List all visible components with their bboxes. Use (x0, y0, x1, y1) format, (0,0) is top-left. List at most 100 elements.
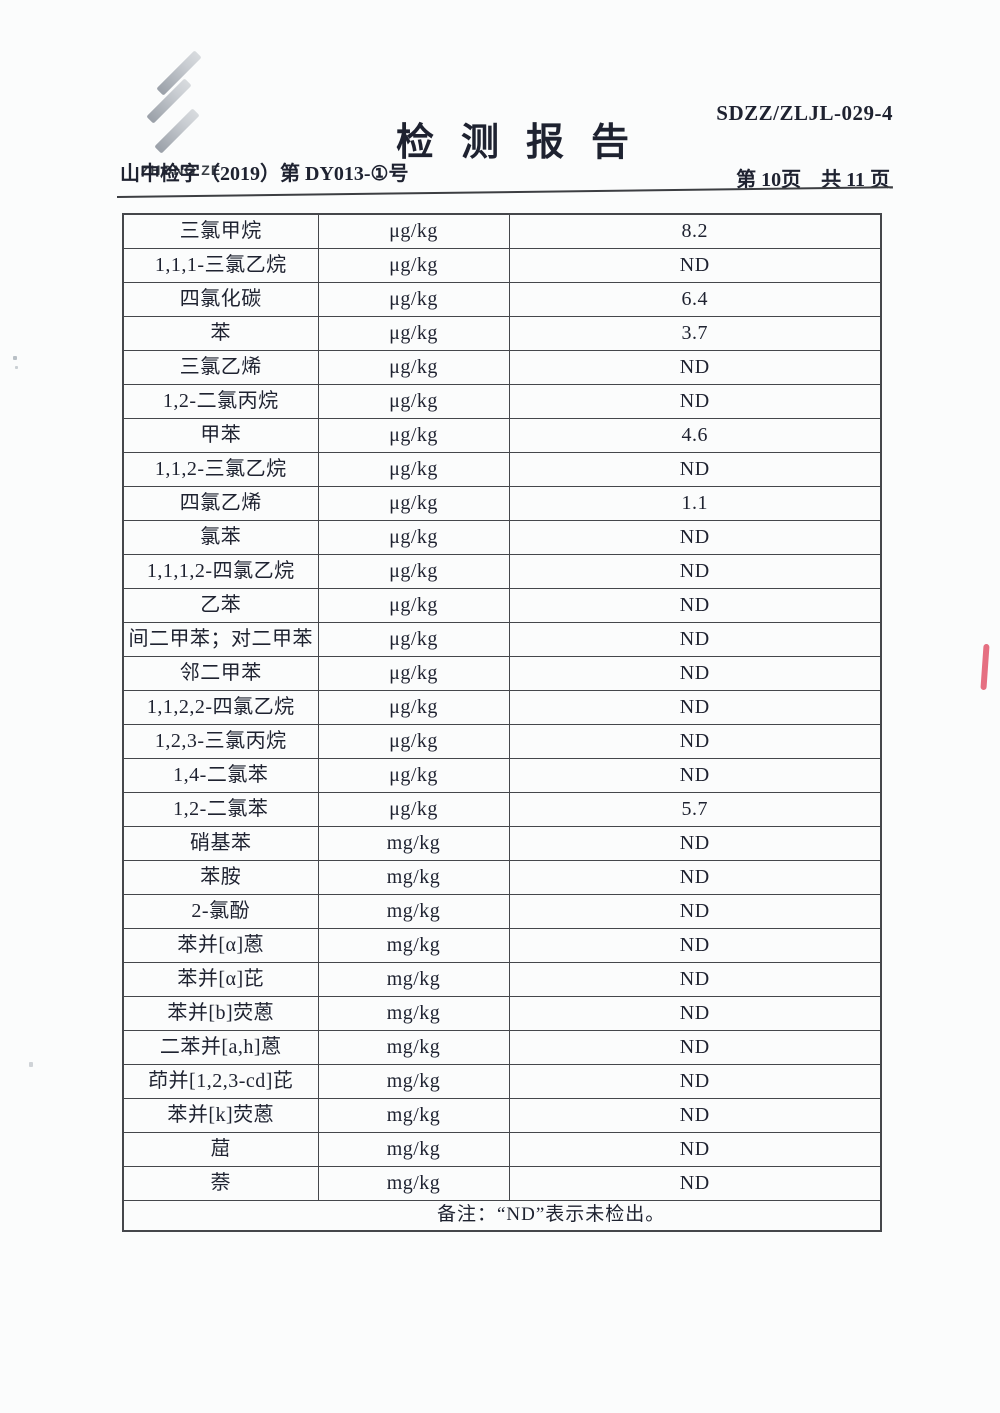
unit-cell: μg/kg (317, 621, 510, 657)
parameter-cell: 三氯乙烯 (122, 349, 319, 385)
unit-cell: mg/kg (317, 859, 510, 895)
results-table-footer: 备注：“ND”表示未检出。 (122, 1199, 882, 1232)
unit-cell: μg/kg (317, 451, 510, 487)
result-cell: ND (508, 723, 882, 759)
result-cell: ND (508, 1131, 882, 1167)
report-number: 山中检字（2019）第 DY013-①号 (120, 163, 409, 185)
parameter-cell: 1,2-二氯丙烷 (122, 383, 319, 419)
unit-cell: μg/kg (317, 417, 510, 453)
table-row: 乙苯 μg/kg ND (122, 587, 882, 623)
table-row: 四氯化碳 μg/kg 6.4 (122, 281, 882, 317)
table-row: 三氯乙烯 μg/kg ND (122, 349, 882, 385)
unit-cell: μg/kg (317, 791, 510, 827)
unit-cell: mg/kg (317, 1131, 510, 1167)
parameter-cell: 四氯化碳 (122, 281, 319, 317)
unit-cell: mg/kg (317, 1063, 510, 1099)
parameter-cell: 䓛 (122, 1131, 319, 1167)
table-row: 苯并[α]芘 mg/kg ND (122, 961, 882, 997)
result-cell: 4.6 (508, 417, 882, 453)
table-row: 四氯乙烯 μg/kg 1.1 (122, 485, 882, 521)
table-row: 1,1,2-三氯乙烷 μg/kg ND (122, 451, 882, 487)
table-row: 苯 μg/kg 3.7 (122, 315, 882, 351)
table-row: 氯苯 μg/kg ND (122, 519, 882, 555)
unit-cell: mg/kg (317, 893, 510, 929)
note-row: 备注：“ND”表示未检出。 (122, 1199, 882, 1232)
unit-cell: μg/kg (317, 247, 510, 283)
result-cell: ND (508, 553, 882, 589)
parameter-cell: 茚并[1,2,3-cd]芘 (122, 1063, 319, 1099)
result-cell: ND (508, 825, 882, 861)
result-cell: ND (508, 1063, 882, 1099)
table-row: 间二甲苯；对二甲苯 μg/kg ND (122, 621, 882, 657)
result-cell: ND (508, 349, 882, 385)
table-row: 1,1,1-三氯乙烷 μg/kg ND (122, 247, 882, 283)
result-cell: ND (508, 655, 882, 691)
unit-cell: μg/kg (317, 383, 510, 419)
result-cell: 8.2 (508, 213, 882, 249)
parameter-cell: 苯并[k]荧蒽 (122, 1097, 319, 1133)
result-cell: ND (508, 859, 882, 895)
unit-cell: mg/kg (317, 927, 510, 963)
parameter-cell: 1,2,3-三氯丙烷 (122, 723, 319, 759)
parameter-cell: 氯苯 (122, 519, 319, 555)
result-cell: 3.7 (508, 315, 882, 351)
table-row: 䓛 mg/kg ND (122, 1131, 882, 1167)
red-pen-mark (980, 643, 990, 691)
parameter-cell: 乙苯 (122, 587, 319, 623)
unit-cell: μg/kg (317, 349, 510, 385)
unit-cell: mg/kg (317, 961, 510, 997)
parameter-cell: 1,1,2,2-四氯乙烷 (122, 689, 319, 725)
parameter-cell: 二苯并[a,h]蒽 (122, 1029, 319, 1065)
parameter-cell: 苯并[α]芘 (122, 961, 319, 997)
header-divider (116, 186, 893, 198)
result-cell: ND (508, 247, 882, 283)
parameter-cell: 1,4-二氯苯 (122, 757, 319, 793)
parameter-cell: 邻二甲苯 (122, 655, 319, 691)
page-number-info: 第 10页 共 11 页 (736, 169, 890, 191)
unit-cell: μg/kg (317, 485, 510, 521)
document-code: SDZZ/ZLJL-029-4 (716, 101, 893, 125)
table-row: 2-氯酚 mg/kg ND (122, 893, 882, 929)
unit-cell: mg/kg (317, 1165, 510, 1201)
unit-cell: μg/kg (317, 757, 510, 793)
unit-cell: μg/kg (317, 689, 510, 725)
result-cell: ND (508, 689, 882, 725)
parameter-cell: 三氯甲烷 (122, 213, 319, 249)
table-row: 1,4-二氯苯 μg/kg ND (122, 757, 882, 793)
result-cell: ND (508, 927, 882, 963)
unit-cell: μg/kg (317, 723, 510, 759)
table-row: 1,1,1,2-四氯乙烷 μg/kg ND (122, 553, 882, 589)
result-cell: ND (508, 961, 882, 997)
parameter-cell: 硝基苯 (122, 825, 319, 861)
parameter-cell: 苯并[b]荧蒽 (122, 995, 319, 1031)
table-row: 苯并[k]荧蒽 mg/kg ND (122, 1097, 882, 1133)
parameter-cell: 苯 (122, 315, 319, 351)
table-row: 甲苯 μg/kg 4.6 (122, 417, 882, 453)
table-row: 二苯并[a,h]蒽 mg/kg ND (122, 1029, 882, 1065)
page-title: 检测报告 (396, 122, 657, 164)
unit-cell: mg/kg (317, 995, 510, 1031)
result-cell: ND (508, 1029, 882, 1065)
result-cell: ND (508, 587, 882, 623)
table-row: 茚并[1,2,3-cd]芘 mg/kg ND (122, 1063, 882, 1099)
table-row: 1,2-二氯苯 μg/kg 5.7 (122, 791, 882, 827)
logo-text: ZHONG ZE (140, 162, 222, 178)
unit-cell: μg/kg (317, 587, 510, 623)
parameter-cell: 甲苯 (122, 417, 319, 453)
unit-cell: μg/kg (317, 315, 510, 351)
result-cell: 1.1 (508, 485, 882, 521)
parameter-cell: 1,2-二氯苯 (122, 791, 319, 827)
table-row: 硝基苯 mg/kg ND (122, 825, 882, 861)
result-cell: ND (508, 383, 882, 419)
table-row: 苯胺 mg/kg ND (122, 859, 882, 895)
parameter-cell: 1,1,2-三氯乙烷 (122, 451, 319, 487)
unit-cell: mg/kg (317, 1097, 510, 1133)
scan-speck (29, 1062, 33, 1067)
result-cell: ND (508, 621, 882, 657)
scan-speck (15, 366, 18, 369)
unit-cell: μg/kg (317, 213, 510, 249)
table-row: 1,1,2,2-四氯乙烷 μg/kg ND (122, 689, 882, 725)
parameter-cell: 间二甲苯；对二甲苯 (122, 621, 319, 657)
result-cell: ND (508, 1097, 882, 1133)
parameter-cell: 苯并[α]蒽 (122, 927, 319, 963)
